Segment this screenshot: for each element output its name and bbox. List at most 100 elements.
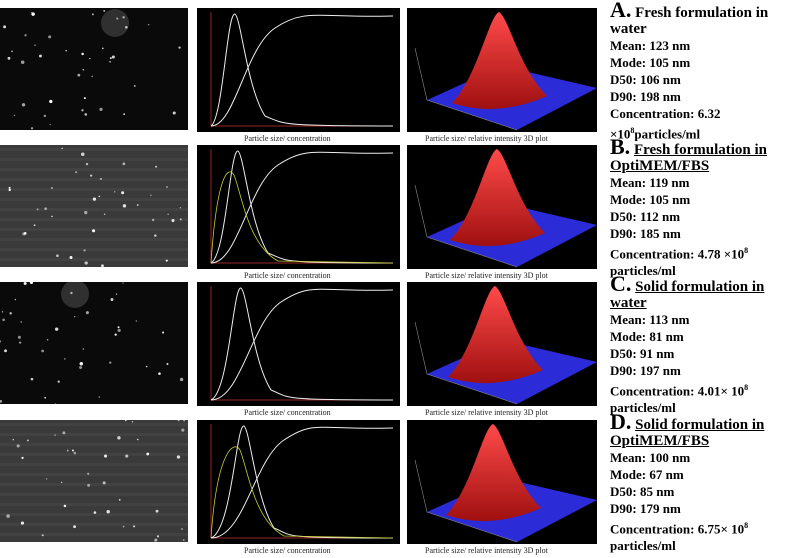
particle — [165, 259, 168, 262]
micrograph — [0, 420, 188, 542]
particle — [41, 349, 44, 353]
panel-title: Solid formulation in water — [610, 279, 765, 311]
axis-line — [414, 184, 518, 268]
intensity-3d-plot — [407, 420, 597, 544]
particle — [44, 396, 47, 399]
concentration: Concentration: 4.01× 108 particles/ml — [610, 379, 791, 416]
particle — [61, 147, 63, 150]
particle — [21, 456, 24, 460]
particle — [122, 162, 126, 166]
plot-caption: Particle size/ relative intensity 3D plo… — [425, 408, 548, 417]
concentration-chart — [197, 145, 400, 269]
particle — [54, 403, 56, 404]
stat: Mode: 81 nm — [610, 329, 684, 344]
particle — [117, 328, 121, 332]
distribution-curve-2 — [210, 446, 394, 539]
particle — [109, 361, 112, 364]
particle — [85, 311, 89, 315]
concentration-unit: particles/ml — [610, 400, 676, 416]
chart-caption: Particle size/ concentration — [244, 134, 331, 143]
particle — [91, 13, 94, 16]
axis-line — [414, 47, 518, 131]
particle — [124, 420, 127, 422]
particle — [20, 321, 22, 323]
stat: Mode: 105 nm — [610, 192, 691, 207]
background — [0, 420, 188, 542]
halo — [101, 9, 129, 37]
stripe — [0, 443, 188, 446]
particle — [102, 47, 104, 50]
stat: D50: 91 nm — [610, 346, 675, 361]
panel-heading: D. Solid formulation in OptiMEM/FBS — [610, 411, 791, 450]
particle — [166, 362, 169, 366]
particle — [155, 165, 158, 168]
particle — [98, 195, 101, 198]
cumulative-curve — [210, 426, 394, 539]
particle — [155, 509, 159, 513]
particle — [151, 218, 155, 222]
stripe — [0, 523, 188, 526]
particle — [84, 261, 88, 265]
peak — [448, 286, 543, 384]
particle — [16, 444, 20, 448]
plot-caption: Particle size/ relative intensity 3D plo… — [425, 271, 548, 280]
exponent: 8 — [744, 521, 749, 530]
particle — [79, 365, 83, 370]
axis-line — [414, 321, 518, 405]
particle — [19, 341, 22, 344]
panel-letter: C. — [610, 271, 632, 296]
particle — [114, 333, 117, 336]
particle — [122, 282, 124, 284]
particle — [81, 52, 84, 56]
micrograph — [0, 145, 188, 267]
concentration-unit: particles/ml — [610, 538, 676, 554]
particle — [65, 50, 67, 52]
stat: D90: 198 nm — [610, 89, 681, 104]
particle — [182, 539, 185, 541]
particle — [98, 396, 100, 398]
particle — [110, 298, 114, 301]
plot-caption: Particle size/ relative intensity 3D plo… — [425, 546, 548, 555]
particle — [111, 55, 115, 59]
particle — [34, 44, 36, 46]
particle — [49, 99, 53, 104]
micrograph — [0, 282, 188, 404]
particle — [103, 454, 108, 458]
stripe — [0, 473, 188, 476]
particle — [30, 377, 34, 381]
particle — [87, 472, 90, 475]
particle — [26, 439, 29, 442]
particle — [181, 428, 185, 432]
particle — [51, 215, 53, 218]
particle — [82, 69, 85, 71]
particle — [103, 213, 106, 215]
particle — [2, 318, 5, 322]
stat: Mean: 100 nm — [610, 450, 691, 465]
particle — [154, 234, 157, 237]
particle — [49, 124, 51, 126]
particle — [36, 208, 39, 211]
panel-info: C. Solid formulation in water Mean: 113 n… — [610, 273, 791, 416]
particle — [162, 331, 165, 334]
particle — [114, 191, 116, 193]
particle — [167, 213, 169, 216]
stat: D90: 197 nm — [610, 363, 681, 378]
stripe — [0, 168, 188, 171]
particle — [109, 57, 112, 60]
background — [0, 282, 188, 404]
particle — [0, 400, 3, 403]
particle — [23, 232, 27, 235]
concentration-value: Concentration: 4.01× 10 — [610, 383, 745, 399]
concentration-chart — [197, 8, 400, 132]
particle — [62, 431, 66, 435]
stripe — [0, 238, 188, 241]
particle — [17, 335, 21, 339]
stripe — [0, 513, 188, 516]
particle — [63, 504, 67, 508]
panel-letter: D. — [610, 409, 632, 434]
particle — [158, 372, 161, 375]
particle — [123, 113, 126, 115]
particle — [45, 478, 48, 480]
particle — [73, 525, 77, 529]
stat: D90: 179 nm — [610, 501, 681, 516]
